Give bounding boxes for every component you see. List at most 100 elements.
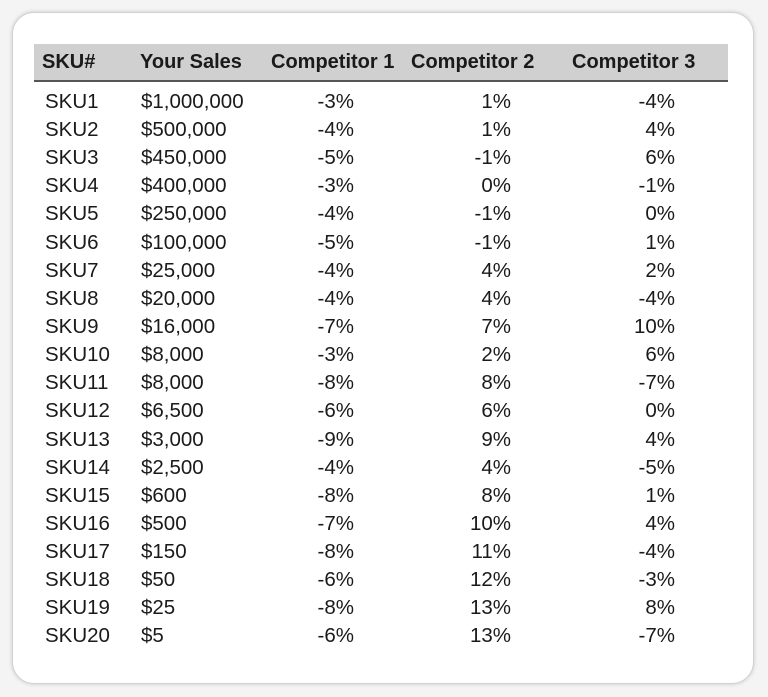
header-competitor-3: Competitor 3 [567,44,728,82]
table-row: SKU19 $25 -8% 13% 8% [34,595,728,623]
competitor-1-cell: -4% [317,455,354,479]
your-sales-cell: $3,000 [141,427,204,451]
competitor-2-cell: 10% [469,511,511,535]
competitor-3-cell: -5% [638,455,675,479]
your-sales-cell: $100,000 [141,230,227,254]
sku-cell: SKU4 [45,174,99,198]
your-sales-cell: $25,000 [141,258,216,282]
table-row: SKU3 $450,000 -5% -1% 6% [34,144,728,172]
competitor-2-cell: 4% [481,258,511,282]
competitor-3-cell: 1% [645,230,675,254]
competitor-3-cell: 2% [645,258,675,282]
your-sales-cell: $50 [141,568,176,592]
competitor-1-cell: -9% [317,427,354,451]
table-row: SKU8 $20,000 -4% 4% -4% [34,285,728,313]
your-sales-cell: $250,000 [141,202,227,226]
sku-cell: SKU10 [45,343,110,367]
competitor-3-cell: -1% [638,174,675,198]
competitor-3-cell: 0% [645,202,675,226]
competitor-3-cell: 1% [645,483,675,507]
competitor-1-cell: -5% [317,146,354,170]
competitor-2-cell: 7% [481,314,511,338]
sku-cell: SKU18 [45,568,110,592]
table-row: SKU11 $8,000 -8% 8% -7% [34,369,728,397]
sku-cell: SKU15 [45,483,110,507]
table-row: SKU2 $500,000 -4% 1% 4% [34,116,728,144]
competitor-1-cell: -8% [317,540,354,564]
sku-cell: SKU19 [45,596,110,620]
competitor-2-cell: 9% [481,427,511,451]
header-your-sales: Your Sales [131,44,266,82]
competitor-1-cell: -4% [317,258,354,282]
competitor-1-cell: -6% [317,624,354,648]
competitor-1-cell: -7% [317,314,354,338]
competitor-2-cell: 8% [481,371,511,395]
your-sales-cell: $150 [141,540,187,564]
your-sales-cell: $8,000 [141,343,204,367]
sku-cell: SKU7 [45,258,99,282]
your-sales-cell: $500,000 [141,117,227,141]
your-sales-cell: $6,500 [141,399,204,423]
your-sales-cell: $450,000 [141,146,227,170]
competitor-2-cell: 12% [469,568,511,592]
sku-cell: SKU9 [45,314,99,338]
table-row: SKU15 $600 -8% 8% 1% [34,482,728,510]
table-row: SKU18 $50 -6% 12% -3% [34,566,728,594]
competitor-2-cell: 6% [481,399,511,423]
your-sales-cell: $2,500 [141,455,204,479]
table-row: SKU9 $16,000 -7% 7% 10% [34,313,728,341]
sku-cell: SKU11 [45,371,109,395]
table-row: SKU12 $6,500 -6% 6% 0% [34,398,728,426]
competitor-1-cell: -8% [317,371,354,395]
sku-cell: SKU12 [45,399,110,423]
table-row: SKU16 $500 -7% 10% 4% [34,510,728,538]
competitor-2-cell: 2% [481,343,511,367]
competitor-3-cell: 10% [633,314,675,338]
competitor-3-cell: -4% [638,540,675,564]
competitor-2-cell: 13% [469,596,511,620]
header-competitor-1: Competitor 1 [266,44,408,82]
competitor-1-cell: -6% [317,568,354,592]
competitor-2-cell: 13% [469,624,511,648]
competitor-2-cell: -1% [474,146,511,170]
your-sales-cell: $5 [141,624,164,648]
competitor-2-cell: 4% [481,455,511,479]
competitor-2-cell: 8% [481,483,511,507]
sku-cell: SKU5 [45,202,99,226]
competitor-1-cell: -8% [317,596,354,620]
competitor-2-cell: 1% [481,117,511,141]
sku-cell: SKU8 [45,286,99,310]
competitor-3-cell: -4% [638,89,675,113]
competitor-3-cell: 0% [645,399,675,423]
competitor-1-cell: -3% [317,343,354,367]
competitor-2-cell: -1% [474,202,511,226]
competitor-1-cell: -3% [317,174,354,198]
table-card: SKU# Your Sales Competitor 1 Competitor … [12,12,754,684]
competitor-1-cell: -6% [317,399,354,423]
competitor-3-cell: -4% [638,286,675,310]
your-sales-cell: $1,000,000 [141,89,244,113]
competitor-1-cell: -3% [317,89,354,113]
competitor-2-cell: -1% [474,230,511,254]
your-sales-cell: $400,000 [141,174,227,198]
table-row: SKU20 $5 -6% 13% -7% [34,623,728,651]
competitor-3-cell: 4% [645,117,675,141]
header-row: SKU# Your Sales Competitor 1 Competitor … [34,44,728,82]
sku-cell: SKU6 [45,230,99,254]
sku-cell: SKU16 [45,511,110,535]
sku-cell: SKU13 [45,427,110,451]
table-row: SKU5 $250,000 -4% -1% 0% [34,201,728,229]
sales-comparison-table: SKU# Your Sales Competitor 1 Competitor … [34,44,728,651]
competitor-1-cell: -4% [317,117,354,141]
competitor-2-cell: 0% [481,174,511,198]
sku-cell: SKU20 [45,624,110,648]
competitor-3-cell: -7% [638,371,675,395]
sku-cell: SKU17 [45,540,110,564]
your-sales-cell: $8,000 [141,371,204,395]
table-row: SKU6 $100,000 -5% -1% 1% [34,229,728,257]
competitor-3-cell: -7% [638,624,675,648]
competitor-3-cell: 8% [645,596,675,620]
table-row: SKU1 $1,000,000 -3% 1% -4% [34,81,728,116]
header-competitor-2: Competitor 2 [408,44,567,82]
table-row: SKU17 $150 -8% 11% -4% [34,538,728,566]
